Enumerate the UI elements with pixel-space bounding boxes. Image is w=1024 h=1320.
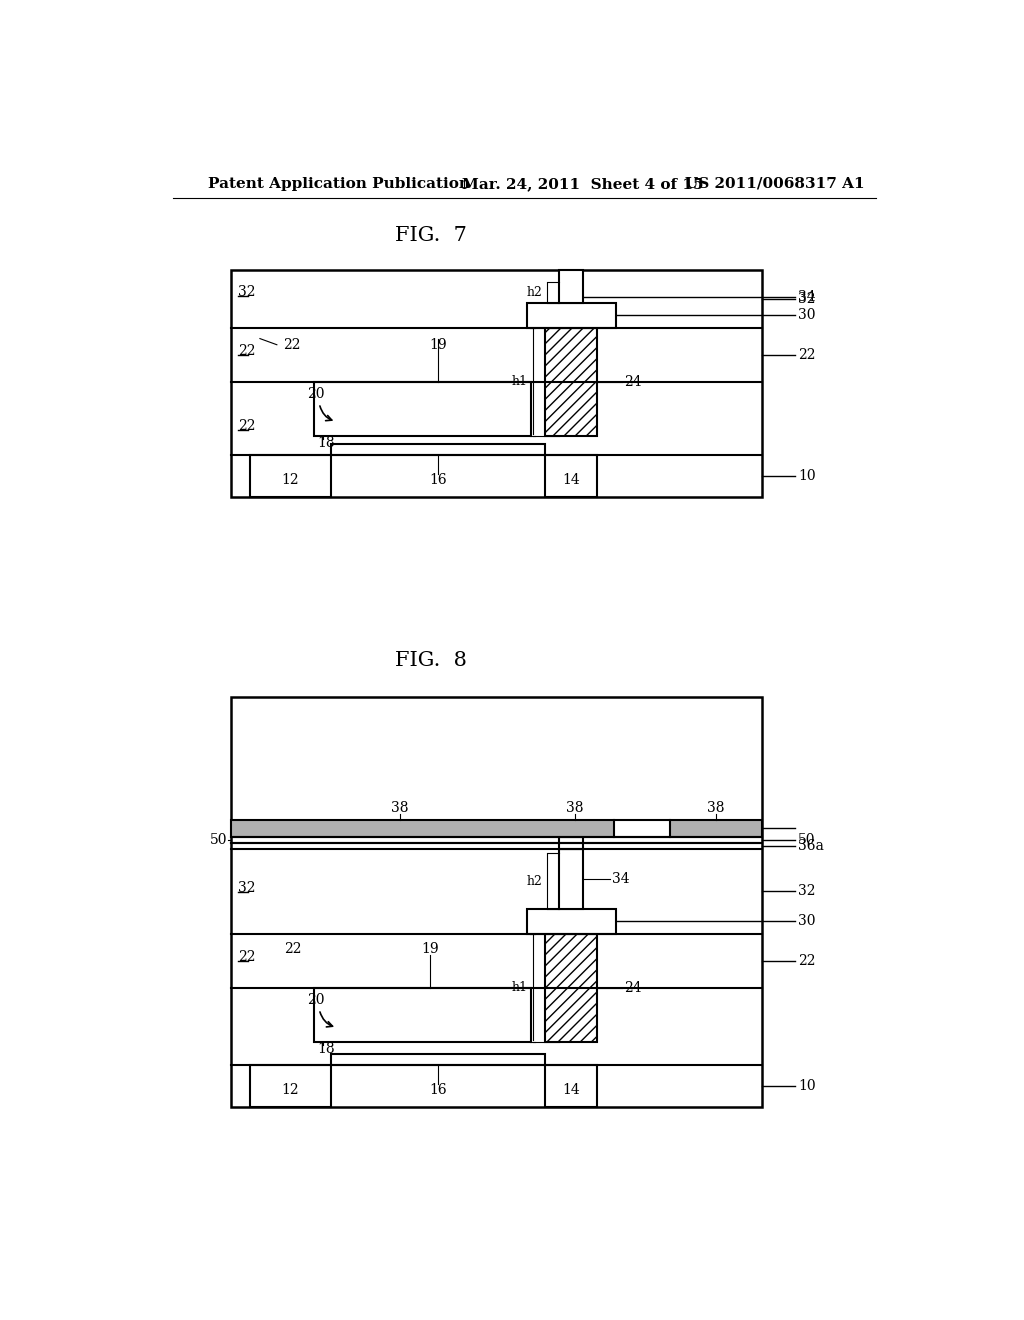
Bar [331, 1053, 545, 1065]
Text: 22: 22 [798, 347, 816, 362]
Text: 18: 18 [317, 437, 335, 450]
Bar [250, 455, 331, 498]
Text: Mar. 24, 2011  Sheet 4 of 15: Mar. 24, 2011 Sheet 4 of 15 [462, 177, 703, 191]
Text: 22: 22 [285, 942, 302, 956]
Bar [331, 444, 545, 455]
Text: 22: 22 [239, 418, 256, 433]
Bar [313, 381, 531, 436]
Text: 30: 30 [798, 309, 816, 322]
Bar [527, 304, 615, 327]
Text: 19: 19 [429, 338, 446, 351]
Text: 30: 30 [798, 915, 816, 928]
Text: h2: h2 [526, 875, 543, 887]
Text: 38: 38 [566, 800, 584, 814]
Bar [545, 455, 597, 498]
Bar [527, 909, 615, 933]
Bar [559, 849, 583, 909]
Text: 32: 32 [798, 884, 816, 899]
Bar [230, 697, 762, 1107]
Text: h1: h1 [512, 981, 528, 994]
Text: 10: 10 [798, 469, 816, 483]
Text: 36a: 36a [798, 840, 824, 853]
Text: 34: 34 [611, 873, 630, 886]
Bar [545, 1065, 597, 1107]
Text: 24: 24 [625, 981, 642, 995]
Bar [545, 327, 597, 436]
Text: 32: 32 [798, 292, 816, 306]
Text: 14: 14 [562, 474, 580, 487]
Bar [230, 271, 762, 498]
Text: 16: 16 [429, 1084, 446, 1097]
Bar [559, 271, 583, 304]
Text: 12: 12 [282, 474, 299, 487]
Text: 32: 32 [239, 285, 256, 298]
Text: 12: 12 [282, 1084, 299, 1097]
Bar [250, 1065, 331, 1107]
Text: 20: 20 [306, 387, 325, 401]
Text: 22: 22 [798, 954, 816, 968]
Text: 14: 14 [562, 1084, 580, 1097]
Bar [559, 837, 583, 849]
Text: h2: h2 [526, 286, 543, 298]
Text: 34: 34 [798, 290, 816, 304]
Text: 50: 50 [798, 833, 816, 847]
Bar [313, 987, 531, 1041]
Text: FIG.  7: FIG. 7 [395, 226, 467, 246]
Text: 38: 38 [391, 800, 409, 814]
Text: 22: 22 [283, 338, 300, 351]
Bar [670, 820, 762, 837]
Text: 16: 16 [429, 474, 446, 487]
Bar [545, 933, 597, 1041]
Text: FIG.  8: FIG. 8 [395, 651, 467, 671]
Text: 24: 24 [625, 375, 642, 388]
Text: Patent Application Publication: Patent Application Publication [208, 177, 470, 191]
Text: 38: 38 [707, 800, 725, 814]
Text: 50: 50 [210, 833, 227, 847]
Text: 19: 19 [421, 942, 439, 956]
Text: 22: 22 [239, 950, 256, 964]
Text: 20: 20 [306, 993, 325, 1007]
Text: US 2011/0068317 A1: US 2011/0068317 A1 [685, 177, 864, 191]
Bar [230, 820, 614, 837]
Text: 22: 22 [239, 345, 256, 358]
Text: 18: 18 [317, 1043, 335, 1056]
Text: 10: 10 [798, 1078, 816, 1093]
Text: h1: h1 [512, 375, 528, 388]
Text: 32: 32 [239, 880, 256, 895]
